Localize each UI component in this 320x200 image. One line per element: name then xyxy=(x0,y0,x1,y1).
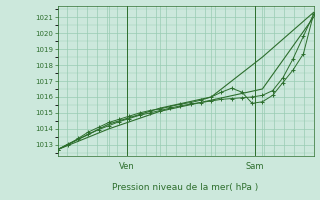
Text: Ven: Ven xyxy=(119,162,135,171)
Text: Sam: Sam xyxy=(245,162,264,171)
Text: Pression niveau de la mer( hPa ): Pression niveau de la mer( hPa ) xyxy=(112,183,259,192)
